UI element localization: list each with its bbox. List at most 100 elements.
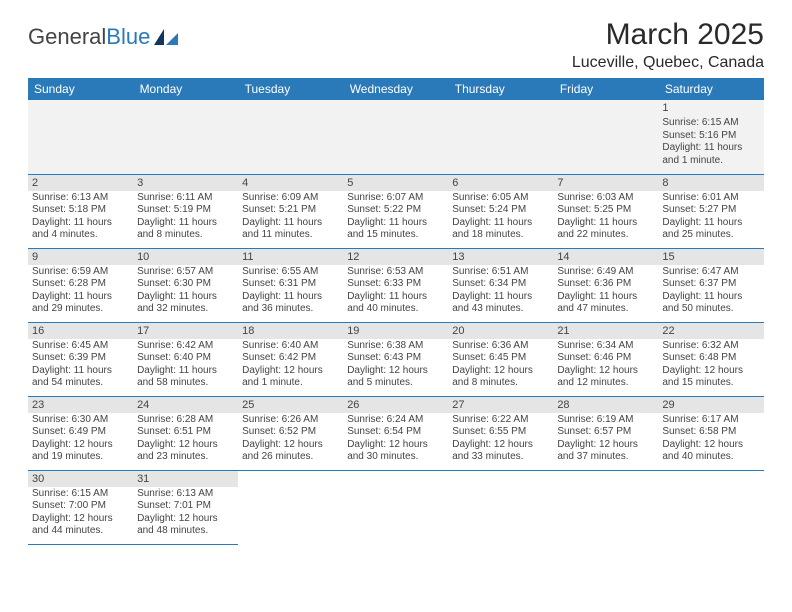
calendar-cell: 21Sunrise: 6:34 AMSunset: 6:46 PMDayligh… (553, 322, 658, 396)
calendar-week-row: 30Sunrise: 6:15 AMSunset: 7:00 PMDayligh… (28, 470, 764, 544)
sunrise-text: Sunrise: 6:24 AM (347, 414, 444, 427)
daylight-text: Daylight: 12 hours and 33 minutes. (452, 439, 549, 464)
sunrise-text: Sunrise: 6:09 AM (242, 192, 339, 205)
daylight-text: Daylight: 11 hours and 50 minutes. (662, 291, 759, 316)
calendar-week-row: 2Sunrise: 6:13 AMSunset: 5:18 PMDaylight… (28, 174, 764, 248)
day-details: Sunrise: 6:13 AMSunset: 7:01 PMDaylight:… (133, 487, 238, 540)
sunset-text: Sunset: 6:49 PM (32, 426, 129, 439)
day-details: Sunrise: 6:32 AMSunset: 6:48 PMDaylight:… (658, 339, 763, 392)
daylight-text: Daylight: 11 hours and 32 minutes. (137, 291, 234, 316)
calendar-week-row: 16Sunrise: 6:45 AMSunset: 6:39 PMDayligh… (28, 322, 764, 396)
calendar-cell: 27Sunrise: 6:22 AMSunset: 6:55 PMDayligh… (448, 396, 553, 470)
sunset-text: Sunset: 5:27 PM (662, 204, 759, 217)
sunset-text: Sunset: 6:57 PM (557, 426, 654, 439)
calendar-cell: 6Sunrise: 6:05 AMSunset: 5:24 PMDaylight… (448, 174, 553, 248)
daylight-text: Daylight: 11 hours and 22 minutes. (557, 217, 654, 242)
sunset-text: Sunset: 5:24 PM (452, 204, 549, 217)
sunrise-text: Sunrise: 6:05 AM (452, 192, 549, 205)
day-number: 14 (553, 249, 658, 265)
sunset-text: Sunset: 7:00 PM (32, 500, 129, 513)
sunrise-text: Sunrise: 6:49 AM (557, 266, 654, 279)
daylight-text: Daylight: 12 hours and 5 minutes. (347, 365, 444, 390)
daylight-text: Daylight: 12 hours and 30 minutes. (347, 439, 444, 464)
day-details: Sunrise: 6:38 AMSunset: 6:43 PMDaylight:… (343, 339, 448, 392)
sunset-text: Sunset: 6:52 PM (242, 426, 339, 439)
day-number: 25 (238, 397, 343, 413)
daylight-text: Daylight: 11 hours and 1 minute. (662, 142, 759, 167)
sunrise-text: Sunrise: 6:34 AM (557, 340, 654, 353)
day-details: Sunrise: 6:42 AMSunset: 6:40 PMDaylight:… (133, 339, 238, 392)
calendar-cell: 7Sunrise: 6:03 AMSunset: 5:25 PMDaylight… (553, 174, 658, 248)
sunrise-text: Sunrise: 6:40 AM (242, 340, 339, 353)
month-title: March 2025 (572, 18, 764, 52)
day-header: Sunday (28, 78, 133, 100)
sunset-text: Sunset: 6:42 PM (242, 352, 339, 365)
calendar-cell: 20Sunrise: 6:36 AMSunset: 6:45 PMDayligh… (448, 322, 553, 396)
calendar-cell (238, 470, 343, 544)
daylight-text: Daylight: 12 hours and 8 minutes. (452, 365, 549, 390)
sunrise-text: Sunrise: 6:13 AM (32, 192, 129, 205)
sunset-text: Sunset: 5:18 PM (32, 204, 129, 217)
calendar-cell: 4Sunrise: 6:09 AMSunset: 5:21 PMDaylight… (238, 174, 343, 248)
day-details: Sunrise: 6:55 AMSunset: 6:31 PMDaylight:… (238, 265, 343, 318)
day-details: Sunrise: 6:49 AMSunset: 6:36 PMDaylight:… (553, 265, 658, 318)
day-number: 27 (448, 397, 553, 413)
day-header: Wednesday (343, 78, 448, 100)
daylight-text: Daylight: 11 hours and 47 minutes. (557, 291, 654, 316)
calendar-week-row: 23Sunrise: 6:30 AMSunset: 6:49 PMDayligh… (28, 396, 764, 470)
calendar-cell (553, 100, 658, 174)
day-number: 31 (133, 471, 238, 487)
daylight-text: Daylight: 11 hours and 36 minutes. (242, 291, 339, 316)
daylight-text: Daylight: 12 hours and 48 minutes. (137, 513, 234, 538)
calendar-cell (448, 470, 553, 544)
day-number: 21 (553, 323, 658, 339)
day-number: 19 (343, 323, 448, 339)
sunrise-text: Sunrise: 6:03 AM (557, 192, 654, 205)
day-number: 7 (553, 175, 658, 191)
sunset-text: Sunset: 5:19 PM (137, 204, 234, 217)
calendar-cell (133, 100, 238, 174)
sunset-text: Sunset: 6:40 PM (137, 352, 234, 365)
day-details: Sunrise: 6:13 AMSunset: 5:18 PMDaylight:… (28, 191, 133, 244)
calendar-cell: 17Sunrise: 6:42 AMSunset: 6:40 PMDayligh… (133, 322, 238, 396)
day-number: 1 (658, 100, 763, 116)
sunrise-text: Sunrise: 6:15 AM (662, 117, 759, 130)
sunrise-text: Sunrise: 6:32 AM (662, 340, 759, 353)
daylight-text: Daylight: 12 hours and 1 minute. (242, 365, 339, 390)
day-details: Sunrise: 6:59 AMSunset: 6:28 PMDaylight:… (28, 265, 133, 318)
day-number: 17 (133, 323, 238, 339)
sunrise-text: Sunrise: 6:13 AM (137, 488, 234, 501)
day-number: 13 (448, 249, 553, 265)
logo-text-blue: Blue (106, 24, 150, 50)
day-details: Sunrise: 6:09 AMSunset: 5:21 PMDaylight:… (238, 191, 343, 244)
day-details: Sunrise: 6:47 AMSunset: 6:37 PMDaylight:… (658, 265, 763, 318)
location: Luceville, Quebec, Canada (572, 54, 764, 72)
daylight-text: Daylight: 11 hours and 25 minutes. (662, 217, 759, 242)
day-details: Sunrise: 6:53 AMSunset: 6:33 PMDaylight:… (343, 265, 448, 318)
day-header: Thursday (448, 78, 553, 100)
daylight-text: Daylight: 11 hours and 4 minutes. (32, 217, 129, 242)
day-number: 20 (448, 323, 553, 339)
calendar-week-row: 9Sunrise: 6:59 AMSunset: 6:28 PMDaylight… (28, 248, 764, 322)
sunrise-text: Sunrise: 6:01 AM (662, 192, 759, 205)
calendar-cell (448, 100, 553, 174)
calendar-cell: 22Sunrise: 6:32 AMSunset: 6:48 PMDayligh… (658, 322, 763, 396)
day-details: Sunrise: 6:57 AMSunset: 6:30 PMDaylight:… (133, 265, 238, 318)
sunset-text: Sunset: 6:55 PM (452, 426, 549, 439)
sunrise-text: Sunrise: 6:57 AM (137, 266, 234, 279)
daylight-text: Daylight: 11 hours and 11 minutes. (242, 217, 339, 242)
day-details: Sunrise: 6:15 AMSunset: 5:16 PMDaylight:… (658, 116, 763, 169)
sunrise-text: Sunrise: 6:55 AM (242, 266, 339, 279)
day-number: 23 (28, 397, 133, 413)
sunset-text: Sunset: 6:45 PM (452, 352, 549, 365)
calendar-table: Sunday Monday Tuesday Wednesday Thursday… (28, 78, 764, 545)
daylight-text: Daylight: 12 hours and 44 minutes. (32, 513, 129, 538)
sunset-text: Sunset: 6:46 PM (557, 352, 654, 365)
sunset-text: Sunset: 6:39 PM (32, 352, 129, 365)
day-number: 24 (133, 397, 238, 413)
daylight-text: Daylight: 12 hours and 15 minutes. (662, 365, 759, 390)
day-number: 12 (343, 249, 448, 265)
day-number: 8 (658, 175, 763, 191)
sunset-text: Sunset: 6:28 PM (32, 278, 129, 291)
sunset-text: Sunset: 5:21 PM (242, 204, 339, 217)
